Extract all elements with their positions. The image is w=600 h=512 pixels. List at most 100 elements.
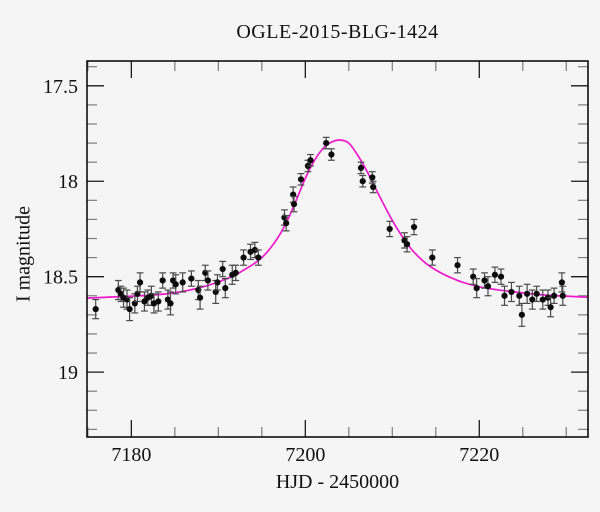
data-point-marker	[92, 306, 99, 313]
data-point-marker	[251, 246, 258, 254]
y-tick-label: 19	[58, 362, 78, 384]
data-point	[497, 268, 505, 285]
data-point-marker	[497, 273, 505, 280]
data-point-marker	[196, 294, 204, 301]
data-point	[518, 302, 526, 327]
data-point	[539, 289, 547, 310]
data-point	[232, 264, 240, 282]
data-point	[501, 285, 508, 306]
plot-frame	[86, 60, 589, 438]
data-point	[92, 298, 100, 320]
chart-title: OGLE-2015-BLG-1424	[236, 21, 439, 43]
data-point	[508, 281, 515, 303]
data-point-marker	[547, 304, 554, 311]
data-point-marker	[501, 292, 508, 299]
data-point-marker	[403, 241, 411, 248]
data-point	[219, 260, 227, 278]
data-point	[523, 283, 531, 304]
data-point-marker	[518, 311, 525, 318]
data-point	[187, 270, 195, 287]
data-point-marker	[491, 271, 499, 278]
y-tick-label: 17.5	[43, 76, 78, 98]
data-point-marker	[159, 277, 166, 284]
data-point-marker	[481, 277, 488, 284]
data-point	[126, 297, 134, 322]
data-point-marker	[172, 281, 179, 288]
data-point-marker	[204, 277, 212, 284]
data-point-marker	[484, 283, 492, 290]
data-point-marker	[359, 178, 366, 185]
data-point-marker	[219, 265, 226, 273]
data-point-marker	[214, 279, 221, 286]
data-point	[204, 270, 212, 291]
data-point	[240, 249, 247, 266]
data-point-marker	[524, 290, 531, 297]
data-point-marker	[508, 288, 515, 296]
data-point-marker	[558, 279, 566, 286]
data-point-marker	[539, 296, 546, 303]
data-point	[533, 285, 541, 303]
x-tick-label: 7220	[459, 444, 499, 466]
data-point-marker	[473, 285, 480, 292]
data-point	[473, 277, 481, 299]
data-point	[403, 235, 411, 253]
data-point-marker	[328, 151, 335, 158]
data-point-marker	[357, 164, 365, 171]
x-axis-label: HJD - 2450000	[275, 471, 400, 493]
data-point-marker	[454, 262, 461, 269]
data-point	[368, 171, 376, 184]
x-tick-label: 7180	[111, 444, 151, 466]
data-point-marker	[232, 269, 239, 276]
data-point	[359, 174, 367, 188]
data-point	[254, 249, 262, 266]
data-point-marker	[307, 157, 314, 164]
y-tick-label: 18	[58, 171, 78, 193]
data-point	[154, 291, 162, 312]
data-point	[428, 249, 436, 266]
data-point	[559, 285, 567, 306]
data-point-marker	[516, 292, 523, 299]
data-point	[386, 220, 394, 238]
data-point-marker	[559, 292, 566, 299]
data-point	[120, 287, 127, 308]
data-point-marker	[550, 292, 558, 299]
data-point	[484, 276, 492, 297]
data-point-marker	[222, 285, 229, 292]
data-point	[159, 272, 167, 289]
data-point	[454, 256, 461, 274]
data-point-marker	[126, 306, 133, 313]
data-point-marker	[283, 220, 290, 227]
data-point	[114, 279, 122, 301]
data-point	[491, 266, 499, 284]
data-point	[307, 153, 314, 167]
data-point	[179, 272, 187, 293]
data-point	[550, 287, 558, 304]
data-point-marker	[188, 275, 195, 282]
data-point	[136, 272, 144, 293]
tick-labels: 7180 7200 7220 17.5 18 18.5 19	[43, 76, 499, 466]
data-point-marker	[136, 279, 144, 286]
data-point-marker	[533, 290, 540, 297]
data-point	[282, 214, 290, 232]
data-point	[369, 180, 377, 194]
x-tick-label: 7200	[285, 444, 325, 466]
data-point	[221, 277, 229, 299]
data-point-marker	[179, 279, 186, 286]
data-point	[290, 195, 298, 213]
data-point-marker	[370, 183, 377, 191]
data-point	[410, 218, 418, 236]
data-point	[515, 285, 523, 306]
data-point	[196, 285, 204, 310]
data-point	[172, 274, 180, 295]
data-point-marker	[410, 223, 418, 231]
data-point	[214, 274, 221, 291]
data-point-marker	[255, 254, 262, 261]
data-points	[92, 136, 567, 327]
data-point	[297, 173, 305, 186]
data-point-marker	[167, 300, 174, 307]
data-point-marker	[386, 225, 393, 233]
data-point-marker	[240, 254, 247, 261]
data-point-marker	[155, 298, 162, 305]
